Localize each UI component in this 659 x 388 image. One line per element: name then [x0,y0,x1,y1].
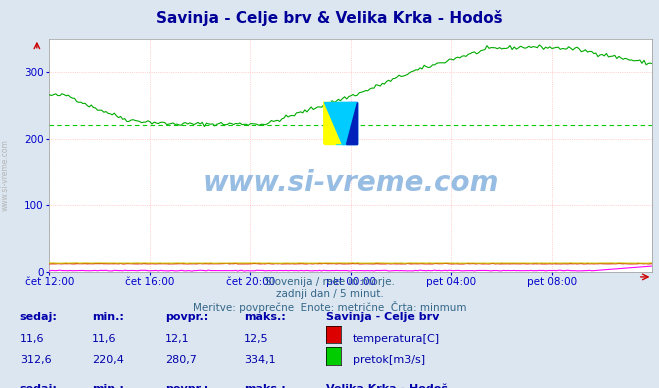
Polygon shape [347,102,357,144]
Text: 11,6: 11,6 [92,334,117,344]
Text: temperatura[C]: temperatura[C] [353,334,440,344]
Text: Slovenija / reke in morje.: Slovenija / reke in morje. [264,277,395,288]
FancyBboxPatch shape [336,102,348,144]
Text: 220,4: 220,4 [92,355,124,365]
Text: 312,6: 312,6 [20,355,51,365]
Text: povpr.:: povpr.: [165,384,208,388]
Text: pretok[m3/s]: pretok[m3/s] [353,355,424,365]
Text: Velika Krka - Hodoš: Velika Krka - Hodoš [326,384,448,388]
Polygon shape [324,102,357,144]
Text: 334,1: 334,1 [244,355,275,365]
Text: maks.:: maks.: [244,384,285,388]
Text: 280,7: 280,7 [165,355,196,365]
Text: Savinja - Celje brv & Velika Krka - Hodoš: Savinja - Celje brv & Velika Krka - Hodo… [156,10,503,26]
Text: 12,1: 12,1 [165,334,189,344]
Text: sedaj:: sedaj: [20,312,57,322]
Text: www.si-vreme.com: www.si-vreme.com [1,139,10,211]
Text: zadnji dan / 5 minut.: zadnji dan / 5 minut. [275,289,384,299]
FancyBboxPatch shape [324,102,336,144]
Text: min.:: min.: [92,312,124,322]
Text: min.:: min.: [92,384,124,388]
FancyBboxPatch shape [348,102,357,144]
Text: sedaj:: sedaj: [20,384,57,388]
Polygon shape [324,102,342,144]
Text: www.si-vreme.com: www.si-vreme.com [203,169,499,197]
Text: Savinja - Celje brv: Savinja - Celje brv [326,312,440,322]
Text: 11,6: 11,6 [20,334,44,344]
Text: Meritve: povprečne  Enote: metrične  Črta: minmum: Meritve: povprečne Enote: metrične Črta:… [192,301,467,313]
Text: povpr.:: povpr.: [165,312,208,322]
Text: 12,5: 12,5 [244,334,268,344]
Text: maks.:: maks.: [244,312,285,322]
